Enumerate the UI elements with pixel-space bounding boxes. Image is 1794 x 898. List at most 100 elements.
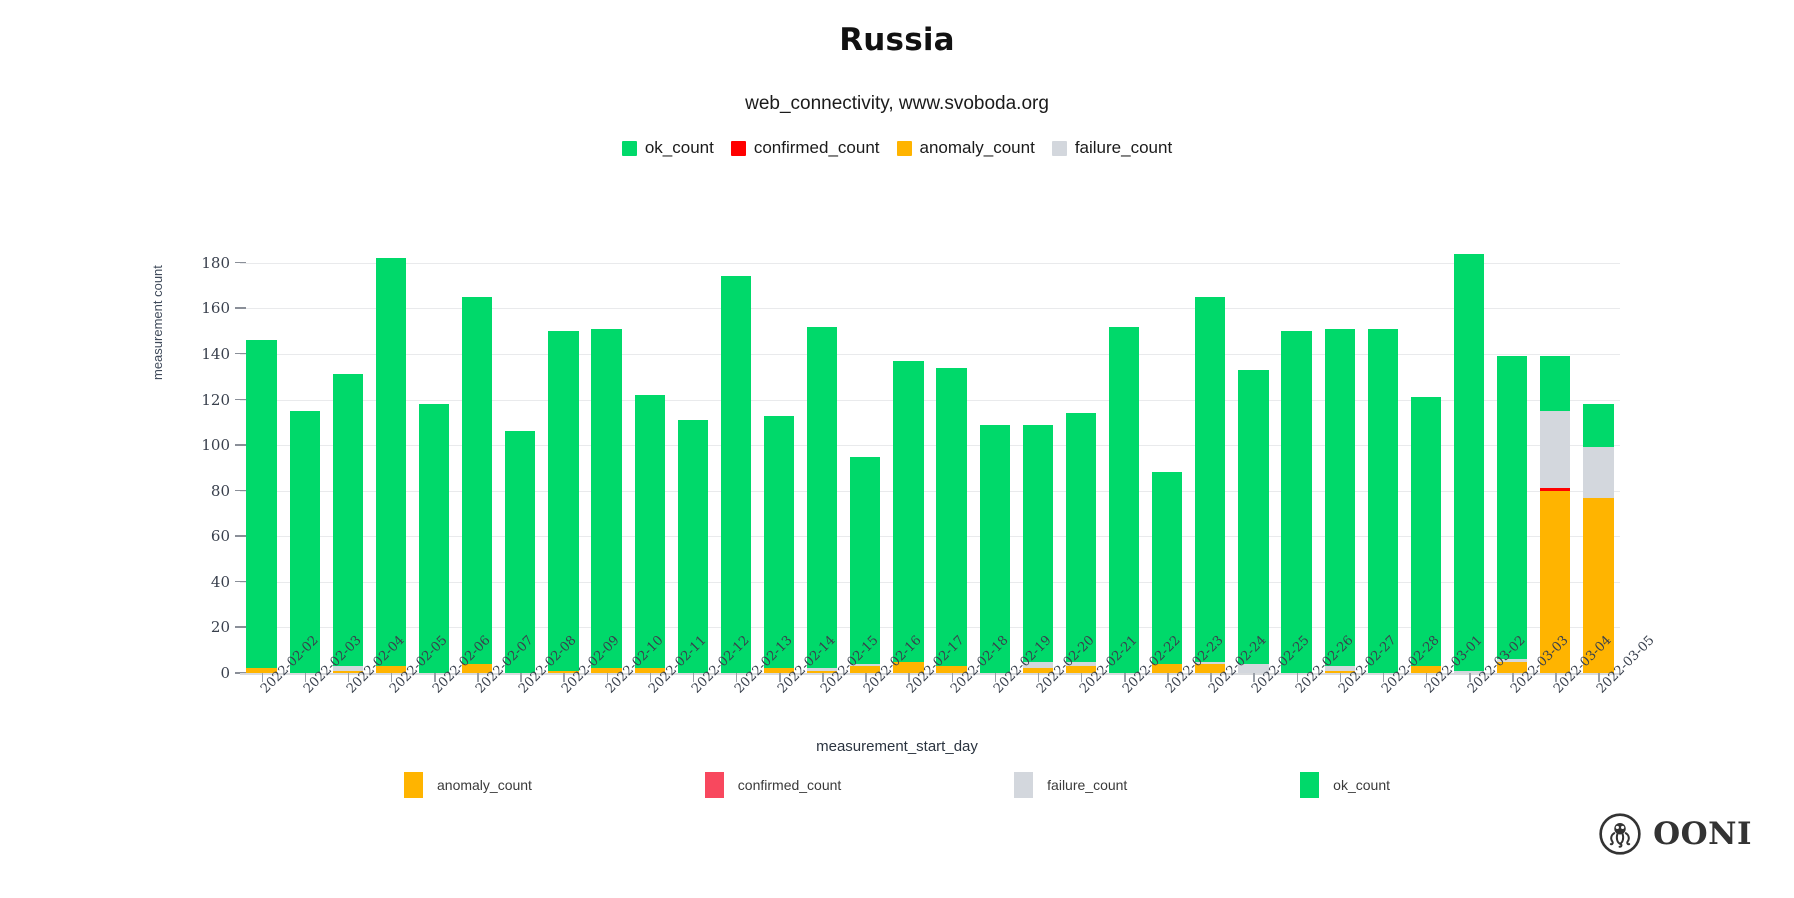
- bar-2022-02-23[interactable]: [1152, 472, 1183, 673]
- legend-bottom-item-confirmed-count[interactable]: confirmed_count: [704, 772, 842, 798]
- bar-2022-03-02[interactable]: [1453, 253, 1485, 673]
- y-tick-label: 100: [201, 436, 230, 455]
- bar-2022-03-01[interactable]: [1410, 397, 1442, 673]
- bar-segment-failure-count: [1238, 663, 1269, 673]
- bar-segment-failure-count: [850, 663, 881, 667]
- legend-bottom-label: confirmed_count: [737, 777, 842, 793]
- bar-segment-failure-count: [1065, 661, 1097, 667]
- bar-2022-02-16[interactable]: [850, 456, 881, 673]
- y-tick-mark: [235, 307, 246, 309]
- bar-2022-02-22[interactable]: [1108, 326, 1140, 673]
- legend-bottom-item-failure-count[interactable]: failure_count: [1014, 772, 1127, 798]
- bar-segment-ok-count: [936, 367, 967, 667]
- bar-segment-failure-count: [1583, 447, 1614, 498]
- legend-top-label: failure_count: [1074, 138, 1173, 157]
- bar-2022-02-05[interactable]: [375, 258, 407, 673]
- legend-swatch-failure-count-icon: [1014, 772, 1034, 798]
- bar-series: [240, 240, 1620, 673]
- legend-top-item-anomaly-count[interactable]: anomaly_count: [896, 138, 1035, 158]
- bar-segment-anomaly-count: [1410, 666, 1442, 673]
- bar-2022-02-12[interactable]: [677, 420, 708, 673]
- legend-top-label: ok_count: [644, 138, 714, 157]
- bar-2022-02-20[interactable]: [1022, 424, 1053, 673]
- bar-2022-02-14[interactable]: [763, 415, 795, 673]
- bar-2022-02-04[interactable]: [332, 374, 363, 673]
- plot-canvas: 0 20 40 60 80 100 120 140 160 180 2022-02-02 2022-…: [201, 240, 1658, 697]
- bar-2022-02-13[interactable]: [720, 276, 752, 673]
- bar-2022-02-19[interactable]: [979, 424, 1010, 673]
- bar-segment-ok-count: [1367, 328, 1398, 673]
- x-tick-mark: [908, 673, 910, 682]
- legend-bottom: anomaly_count confirmed_count failure_coun…: [404, 772, 1390, 798]
- bar-segment-ok-count: [332, 374, 363, 667]
- bar-segment-ok-count: [1453, 253, 1485, 671]
- x-tick-mark: [520, 673, 522, 682]
- bar-2022-02-26[interactable]: [1281, 331, 1312, 673]
- legend-swatch-ok-count-icon: [1300, 772, 1320, 798]
- bar-segment-failure-count: [1022, 661, 1053, 669]
- gridline: [240, 536, 1620, 538]
- bar-2022-02-21[interactable]: [1065, 413, 1097, 673]
- bar-2022-02-06[interactable]: [418, 404, 450, 673]
- bar-segment-ok-count: [979, 424, 1010, 673]
- page-title: Russia: [839, 22, 955, 58]
- bar-2022-02-08[interactable]: [505, 431, 536, 673]
- legend-swatch-confirmed-count-icon: [730, 140, 746, 156]
- bar-2022-02-09[interactable]: [548, 331, 579, 673]
- bar-2022-02-24[interactable]: [1195, 297, 1226, 673]
- bar-2022-02-25[interactable]: [1238, 369, 1269, 673]
- bar-segment-ok-count: [505, 431, 536, 673]
- bar-2022-02-15[interactable]: [807, 326, 838, 673]
- bar-segment-anomaly-count: [807, 670, 838, 673]
- legend-bottom-item-ok-count[interactable]: ok_count: [1300, 772, 1390, 798]
- gridline: [240, 399, 1620, 401]
- bar-segment-failure-count: [1540, 410, 1571, 489]
- legend-bottom-item-anomaly-count[interactable]: anomaly_count: [404, 772, 532, 798]
- bar-2022-02-07[interactable]: [462, 296, 493, 673]
- legend-top-item-ok-count[interactable]: ok_count: [621, 138, 714, 158]
- bar-2022-02-28[interactable]: [1367, 328, 1398, 673]
- y-axis-title: measurement count: [150, 265, 165, 380]
- legend-swatch-confirmed-count-icon: [704, 772, 724, 798]
- bar-segment-ok-count: [893, 360, 924, 662]
- bar-2022-02-03[interactable]: [289, 410, 320, 673]
- x-tick-mark: [779, 673, 781, 682]
- bar-2022-02-02[interactable]: [246, 340, 277, 673]
- bar-2022-02-10[interactable]: [591, 328, 622, 673]
- bar-segment-failure-count: [1453, 670, 1485, 673]
- y-tick-label: 120: [201, 390, 230, 409]
- legend-bottom-label: anomaly_count: [437, 777, 532, 793]
- bar-2022-02-27[interactable]: [1324, 328, 1355, 673]
- legend-swatch-anomaly-count-icon: [404, 772, 423, 798]
- gridline: [240, 490, 1620, 492]
- bar-2022-02-17[interactable]: [893, 360, 924, 673]
- x-tick-mark: [1167, 673, 1169, 682]
- ooni-brand: OONI: [1598, 812, 1752, 856]
- bar-segment-confirmed-count: [1540, 488, 1571, 491]
- x-tick-mark: [649, 673, 652, 682]
- y-tick-label: 160: [201, 299, 230, 318]
- bar-2022-02-11[interactable]: [634, 394, 665, 673]
- bar-2022-03-05[interactable]: [1583, 404, 1614, 673]
- bar-2022-03-03[interactable]: [1497, 356, 1528, 673]
- bar-segment-ok-count: [850, 456, 881, 664]
- legend-top-item-confirmed-count[interactable]: confirmed_count: [730, 138, 880, 158]
- bar-2022-02-18[interactable]: [936, 367, 967, 673]
- bar-segment-failure-count: [807, 668, 838, 671]
- legend-swatch-failure-count-icon: [1051, 140, 1067, 156]
- gridline: [240, 308, 1620, 310]
- y-tick-label: 60: [210, 527, 230, 546]
- y-tick-label: 40: [210, 572, 230, 591]
- bar-2022-03-04[interactable]: [1540, 356, 1571, 673]
- x-tick-mark: [1339, 673, 1342, 682]
- x-tick-mark: [1124, 673, 1126, 682]
- bar-segment-ok-count: [548, 331, 579, 671]
- legend-top-item-failure-count[interactable]: failure_count: [1051, 138, 1173, 158]
- legend-top-label: anomaly_count: [919, 138, 1035, 157]
- bar-segment-anomaly-count: [462, 663, 493, 673]
- gridline: [240, 262, 1620, 264]
- y-tick-label: 0: [220, 664, 230, 682]
- bar-segment-ok-count: [1238, 369, 1269, 664]
- y-tick-mark: [235, 444, 246, 446]
- bar-segment-ok-count: [1540, 356, 1571, 411]
